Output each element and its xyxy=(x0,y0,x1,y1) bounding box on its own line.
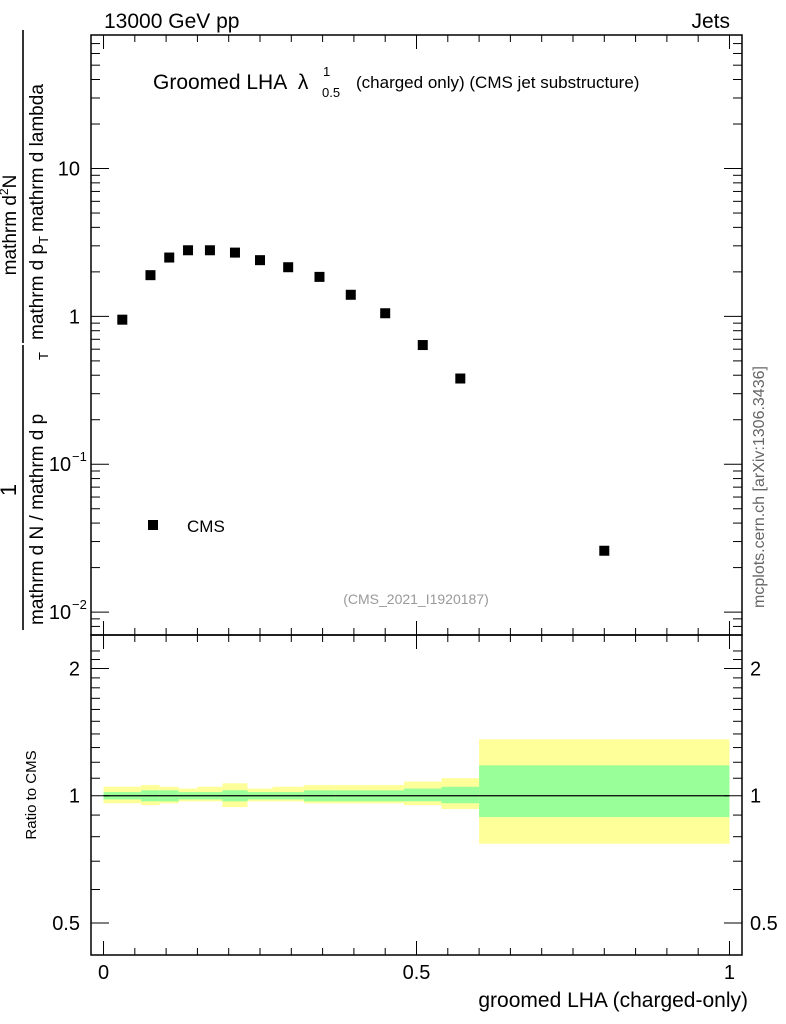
main-title: Groomed LHA λ xyxy=(153,71,309,94)
data-point xyxy=(380,308,391,319)
ylabel-denominator2: mathrm d pTmathrm d lambda xyxy=(27,84,51,340)
data-point xyxy=(283,262,294,273)
x-axis-label: groomed LHA (charged-only) xyxy=(478,989,748,1012)
ratio-y-tick-label-right: 0.5 xyxy=(750,913,778,935)
data-point xyxy=(455,373,466,384)
data-point xyxy=(145,270,156,281)
watermark: (CMS_2021_I1920187) xyxy=(343,591,489,607)
x-tick-label: 1 xyxy=(724,962,735,984)
data-point xyxy=(255,255,266,266)
data-point xyxy=(417,340,428,351)
data-point xyxy=(599,545,610,556)
main-y-tick-exp: −2 xyxy=(72,597,87,612)
ylabel-numerator2: mathrm d2N xyxy=(0,175,21,276)
x-tick-label: 0.5 xyxy=(403,962,431,984)
data-point xyxy=(229,247,240,258)
ratio-ylabel: Ratio to CMS xyxy=(23,750,40,839)
ylabel-numerator: 1 xyxy=(0,484,21,496)
data-point xyxy=(345,289,356,300)
header-right: Jets xyxy=(691,10,730,33)
legend-label: CMS xyxy=(187,517,225,536)
ratio-y-tick-label-right: 1 xyxy=(750,786,761,808)
ylabel-denominator-sub: T xyxy=(36,352,51,360)
data-point xyxy=(117,314,128,325)
main-y-tick-label: 1 xyxy=(69,306,80,328)
ratio-y-tick-label-left: 2 xyxy=(69,658,80,680)
main-title-sup: 1 xyxy=(323,64,330,79)
ylabel-denominator: mathrm d N / mathrm d p xyxy=(27,414,48,625)
inner-band-bin xyxy=(479,765,730,818)
ratio-bands xyxy=(103,739,730,844)
ratio-panel: 0 0.5 1 2 2 1 1 0.5 0.5 xyxy=(52,634,778,984)
side-label: mcplots.cern.ch [arXiv:1306.3436] xyxy=(751,366,768,608)
ratio-y-tick-label-left: 1 xyxy=(69,786,80,808)
header-left: 13000 GeV pp xyxy=(104,10,239,33)
main-title-sub: 0.5 xyxy=(322,85,340,100)
x-tick-label: 0 xyxy=(98,962,109,984)
main-y-tick-label: 10 xyxy=(49,454,71,476)
data-point xyxy=(183,245,194,256)
main-title-rest: (charged only) (CMS jet substructure) xyxy=(356,73,639,92)
data-point xyxy=(314,271,325,282)
data-point xyxy=(164,252,175,263)
ratio-y-tick-label-right: 2 xyxy=(750,658,761,680)
data-point xyxy=(204,245,215,256)
main-y-tick-exp: −1 xyxy=(72,449,87,464)
ratio-y-tick-label-left: 0.5 xyxy=(52,913,80,935)
inner-band-bin xyxy=(441,786,480,804)
inner-band-bin xyxy=(403,788,442,802)
legend-marker xyxy=(148,520,158,530)
main-frame xyxy=(90,34,743,636)
main-y-tick-label: 10 xyxy=(49,602,71,624)
main-y-tick-label: 10 xyxy=(58,159,80,181)
main-ylabel: 1 mathrm d N / mathrm d p T mathrm d2N m… xyxy=(0,30,51,630)
ratio-frame xyxy=(90,634,743,956)
